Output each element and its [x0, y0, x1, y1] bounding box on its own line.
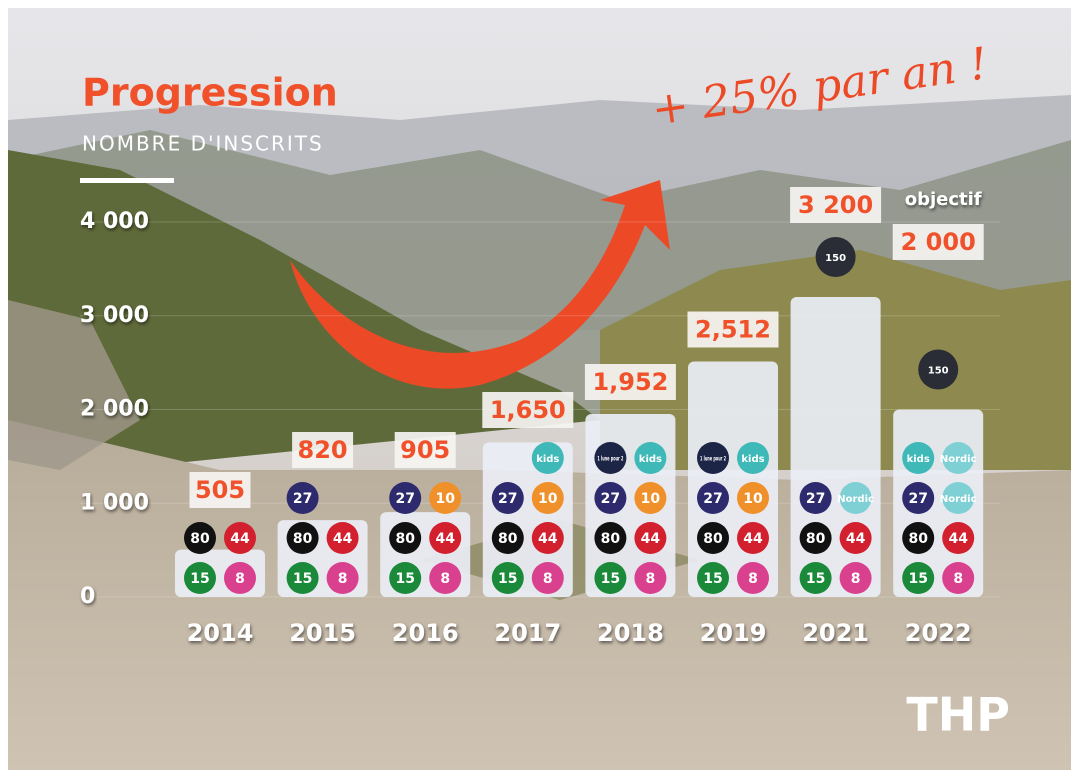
x-tick-label: 2019 [700, 619, 767, 647]
y-tick-label: 4 000 [80, 209, 149, 234]
badge-label: 80 [190, 531, 210, 547]
value-label: 820 [298, 436, 348, 464]
badge-label: 8 [748, 571, 758, 587]
badge-label: 15 [806, 571, 825, 587]
badge-label: 8 [338, 571, 348, 587]
badge-label: 44 [743, 531, 763, 547]
badge-label: 80 [395, 531, 415, 547]
badge-label: kids [741, 454, 764, 465]
badge-label: 27 [908, 491, 927, 507]
value-label: 2,512 [695, 316, 771, 344]
y-tick-label: 1 000 [80, 490, 149, 515]
x-tick-label: 2022 [905, 619, 972, 647]
badge-label: 44 [230, 531, 250, 547]
badge-label: 15 [395, 571, 414, 587]
badge-label: 15 [498, 571, 517, 587]
badge-label: 80 [498, 531, 518, 547]
badge-label: Nordic [940, 454, 977, 465]
x-tick-label: 2018 [597, 619, 664, 647]
value-label: 1,952 [592, 368, 668, 396]
badge-label: 15 [703, 571, 722, 587]
chart-subtitle: NOMBRE D'INSCRITS [82, 132, 324, 156]
badge-label: 8 [953, 571, 963, 587]
badge-label: 1 lune pour 2 [700, 456, 726, 463]
badge-label: 15 [190, 571, 209, 587]
badge-label: 10 [435, 491, 455, 507]
bar [688, 362, 778, 598]
badge-label: 15 [908, 571, 927, 587]
badge-label: 80 [703, 531, 723, 547]
badge-label: 27 [806, 491, 825, 507]
badge-label: 15 [601, 571, 620, 587]
x-tick-label: 2021 [802, 619, 869, 647]
badge-label: 27 [395, 491, 414, 507]
badge-label: 80 [806, 531, 826, 547]
y-tick-label: 2 000 [80, 397, 149, 422]
badge-label: 44 [846, 531, 866, 547]
badge-label: 1 lune pour 2 [597, 456, 623, 463]
badge-label: 10 [743, 491, 763, 507]
value-label: 505 [195, 476, 245, 504]
badge-label: 150 [825, 253, 846, 264]
badge-label: kids [907, 454, 930, 465]
x-tick-label: 2015 [289, 619, 356, 647]
background [8, 8, 1071, 770]
badge-label: 80 [293, 531, 313, 547]
value-label: 2 000 [901, 228, 976, 256]
badge-label: 8 [440, 571, 450, 587]
goal-label: objectif [905, 189, 982, 210]
badge-label: 10 [538, 491, 558, 507]
badge-label: 15 [293, 571, 312, 587]
badge-label: 8 [543, 571, 553, 587]
badge-label: 8 [851, 571, 861, 587]
x-tick-label: 2016 [392, 619, 459, 647]
y-tick-label: 0 [80, 584, 95, 609]
badge-label: 80 [908, 531, 928, 547]
badge-label: 8 [646, 571, 656, 587]
title-rule [80, 178, 174, 183]
badge-label: Nordic [837, 494, 874, 505]
x-tick-label: 2017 [494, 619, 561, 647]
badge-label: 44 [333, 531, 353, 547]
chart-title: Progression [82, 71, 338, 115]
badge-label: 80 [601, 531, 621, 547]
infographic: Progression NOMBRE D'INSCRITS + 25% par … [0, 0, 1079, 778]
badge-label: 27 [703, 491, 722, 507]
badge-label: 27 [601, 491, 620, 507]
value-label: 905 [400, 436, 450, 464]
y-tick-label: 3 000 [80, 303, 149, 328]
badge-label: 27 [498, 491, 517, 507]
badge-label: 8 [235, 571, 245, 587]
badge-label: Nordic [940, 494, 977, 505]
logo: THP [906, 688, 1010, 742]
badge-label: kids [536, 454, 559, 465]
bar [791, 297, 881, 597]
x-tick-label: 2014 [187, 619, 254, 647]
badge-label: 27 [293, 491, 312, 507]
badge-label: 44 [538, 531, 558, 547]
value-label: 3 200 [798, 191, 873, 219]
badge-label: 44 [641, 531, 661, 547]
badge-label: 44 [435, 531, 455, 547]
badge-label: 150 [928, 366, 949, 377]
badge-label: 10 [641, 491, 661, 507]
value-label: 1,650 [490, 396, 566, 424]
badge-label: kids [639, 454, 662, 465]
badge-label: 44 [948, 531, 968, 547]
